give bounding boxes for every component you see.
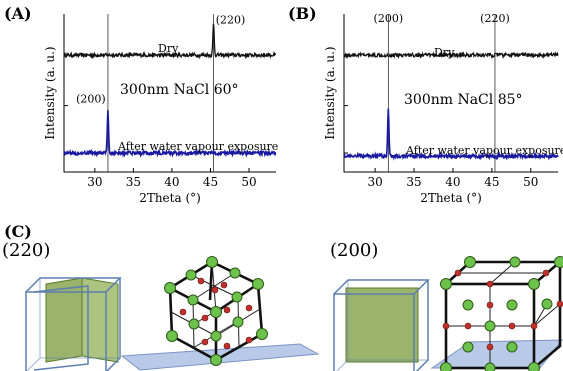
chart-b-position-label-1: (220) (480, 12, 510, 25)
chart-b-ylabel: Intensity (a. u.) (323, 46, 337, 139)
chart-b-series-label-0: Dry (434, 46, 455, 59)
chart-a-xtick-label-35: 35 (126, 175, 141, 189)
chart-a-xtick-label-45: 45 (203, 175, 218, 189)
chart-a-xtick-label-50: 50 (241, 175, 256, 189)
chart-b-xtick-label-40: 40 (445, 175, 460, 189)
chart-b-axes (343, 14, 558, 173)
chart-b-xtick-label-50: 50 (523, 175, 538, 189)
chart-a-xtick-label-40: 40 (164, 175, 179, 189)
panel-label-b: (B) (288, 4, 317, 23)
chart-b-annotation: 300nm NaCl 85° (404, 92, 523, 108)
chart-b: 30 35 40 45 50 2Theta (°) Intensity (a. u.) Dry… (323, 12, 563, 205)
chart-b-series-label-1: After water vapour exposure (405, 144, 563, 157)
lattice-200-icon (430, 256, 563, 371)
chart-a-peak-label-0: (200) (76, 92, 106, 105)
chart-a-series-dry (63, 23, 277, 60)
chart-b-position-label-0: (200) (374, 12, 404, 25)
cube-220-icon (25, 277, 122, 371)
chart-a-series-after-water-vapour-exposure (63, 110, 277, 158)
chart-a-peak-label-0: (220) (216, 13, 246, 26)
chart-a-series-label-0: Dry (158, 42, 179, 55)
chart-b-xlabel: 2Theta (°) (420, 191, 482, 205)
panel-label-c: (C) (4, 222, 32, 241)
chart-a-ylabel: Intensity (a. u.) (43, 46, 57, 139)
chart-a: 30 35 40 45 50 2Theta (°) Intensity (a. u.) Dry… (43, 13, 278, 205)
chart-b-series-after-water-vapour-exposure (343, 108, 559, 161)
chart-b-xtick-label-35: 35 (406, 175, 421, 189)
chart-b-xtick-label-45: 45 (484, 175, 499, 189)
panel-label-a: (A) (4, 4, 32, 23)
chart-b-xtick-label-30: 30 (367, 175, 382, 189)
chart-a-xlabel: 2Theta (°) (139, 191, 201, 205)
chart-a-series-label-1: After water vapour exposure (117, 140, 278, 153)
crystal-diagrams (25, 256, 563, 371)
chart-b-series-dry (343, 51, 559, 60)
chart-b-plot: 30 35 40 45 50 2Theta (°) Intensity (a. u.) Dry… (323, 12, 563, 205)
chart-a-axes (63, 14, 276, 173)
plane-label-200: (200) (330, 240, 379, 261)
plane-label-220: (220) (2, 240, 51, 261)
chart-a-annotation: 300nm NaCl 60° (120, 82, 239, 98)
chart-a-xtick-label-30: 30 (87, 175, 102, 189)
lattice-220-icon (120, 256, 320, 371)
chart-a-plot: 30 35 40 45 50 2Theta (°) Intensity (a. u.) Dry… (43, 13, 278, 205)
cube-200-icon (333, 279, 430, 371)
